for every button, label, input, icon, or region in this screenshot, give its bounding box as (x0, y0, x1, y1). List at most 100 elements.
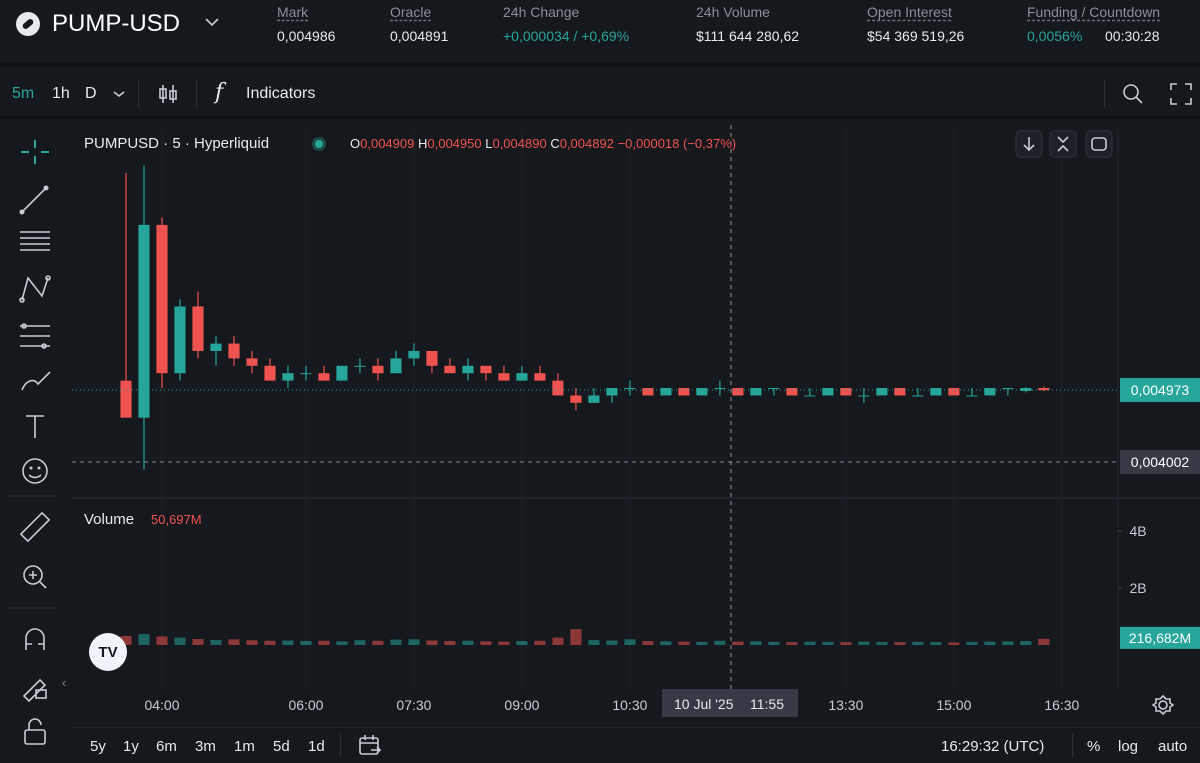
crosshair-tool[interactable] (21, 140, 49, 164)
interval-button[interactable]: D (85, 85, 97, 102)
volume-bar (552, 637, 564, 646)
volume-bar (192, 639, 204, 646)
volume-bar (1002, 641, 1014, 646)
x-tick-label: 09:00 (504, 697, 539, 713)
collapse-button[interactable] (1049, 130, 1077, 158)
candle-body (516, 373, 528, 381)
interval-dropdown[interactable] (112, 88, 126, 100)
stat-label: 24h Change (503, 4, 580, 20)
search-button[interactable] (1120, 81, 1146, 107)
fullscreen-button[interactable] (1168, 81, 1194, 107)
candle-body (966, 395, 978, 397)
token-icon (16, 12, 40, 36)
lock-drawings-tool[interactable] (22, 678, 47, 703)
volume-bar (210, 639, 222, 646)
brush-tool[interactable] (21, 371, 51, 391)
stat-value: 0,004986 (277, 28, 336, 44)
indicators-button[interactable]: Indicators (246, 85, 316, 102)
volume-bar (318, 640, 330, 646)
candle-body (120, 380, 132, 418)
candle-body (336, 365, 348, 381)
ohlc-change: −0,000018 (−0,37%) (617, 136, 737, 151)
volume-bar (984, 641, 996, 646)
candle-body (750, 388, 762, 396)
volume-bar (678, 641, 690, 646)
stat-value: +0,000034 / +0,69% (503, 28, 630, 44)
candle-body (840, 388, 852, 396)
volume-bar (462, 640, 474, 646)
candle-body (732, 388, 744, 396)
percent-scale[interactable]: % (1087, 738, 1101, 755)
volume-bar (174, 637, 186, 646)
candle-body (552, 380, 564, 396)
separator (138, 80, 139, 108)
separator (340, 734, 341, 758)
zoom-tool[interactable] (23, 565, 47, 589)
volume-bar (534, 640, 546, 646)
volume-last-label: 216,682M (1129, 630, 1191, 646)
emoji-tool[interactable] (22, 458, 48, 484)
crosshair-time: 11:55 (750, 696, 784, 712)
move-down-button[interactable] (1015, 130, 1043, 158)
candle-body (156, 224, 168, 374)
range-button[interactable]: 6m (156, 738, 177, 755)
magnet-tool[interactable] (25, 628, 45, 650)
maximize-button[interactable] (1085, 130, 1113, 158)
interval-button[interactable]: 5m (12, 85, 35, 102)
interval-button[interactable]: 1h (52, 85, 70, 102)
trend-line-tool[interactable] (19, 185, 49, 215)
range-button[interactable]: 1y (123, 738, 139, 755)
candle-body (498, 373, 510, 381)
candle-body (930, 388, 942, 396)
volume-bar (300, 641, 312, 646)
symbol[interactable]: PUMP-USD (52, 10, 181, 37)
indicators-icon[interactable]: f (215, 80, 224, 105)
countdown: 00:30:28 (1105, 28, 1160, 44)
ruler-tool[interactable] (19, 511, 51, 543)
volume-bar (912, 641, 924, 646)
log-scale[interactable]: log (1118, 738, 1139, 755)
volume-legend-value: 50,697M (151, 512, 202, 527)
volume-bar (876, 641, 888, 646)
volume-bar (246, 640, 258, 646)
stat-value: 0,004891 (390, 28, 449, 44)
collapse-toolbar[interactable]: ‹ (62, 676, 66, 690)
volume-bar (894, 642, 906, 646)
volume-bar (840, 642, 852, 646)
candle-body (1038, 388, 1050, 391)
range-button[interactable]: 3m (195, 738, 216, 755)
candle-body (228, 343, 240, 359)
candle-body (912, 395, 924, 397)
candle-body (318, 373, 330, 381)
projection-tool[interactable] (20, 323, 50, 349)
range-button[interactable]: 1d (308, 738, 325, 755)
chart-settings[interactable] (1152, 694, 1174, 716)
symbol-dropdown[interactable] (204, 16, 220, 28)
go-to-date[interactable] (357, 733, 383, 759)
pattern-tool[interactable] (19, 275, 51, 303)
volume-bar (642, 641, 654, 646)
separator (1104, 80, 1105, 108)
ohlc-value: 0,004950 (427, 136, 482, 151)
fib-tool[interactable] (20, 231, 50, 251)
chart-type-button[interactable] (156, 82, 180, 106)
volume-bar (714, 640, 726, 646)
volume-bar (138, 634, 150, 646)
candle-body (588, 395, 600, 403)
candle-body (660, 388, 672, 396)
ohlc-value: 0,004909 (360, 136, 415, 151)
range-button[interactable]: 1m (234, 738, 255, 755)
x-tick-label: 10:30 (612, 697, 647, 713)
x-tick-label: 15:00 (936, 697, 971, 713)
candle-body (246, 358, 258, 366)
candle-body (192, 306, 204, 351)
auto-scale[interactable]: auto (1158, 738, 1188, 755)
lock-tool[interactable] (24, 718, 46, 745)
tradingview-logo[interactable]: TV (88, 632, 128, 672)
candle-body (462, 365, 474, 374)
range-button[interactable]: 5y (90, 738, 106, 755)
text-tool[interactable] (26, 415, 44, 438)
range-button[interactable]: 5d (273, 738, 290, 755)
candle-body (822, 388, 834, 396)
